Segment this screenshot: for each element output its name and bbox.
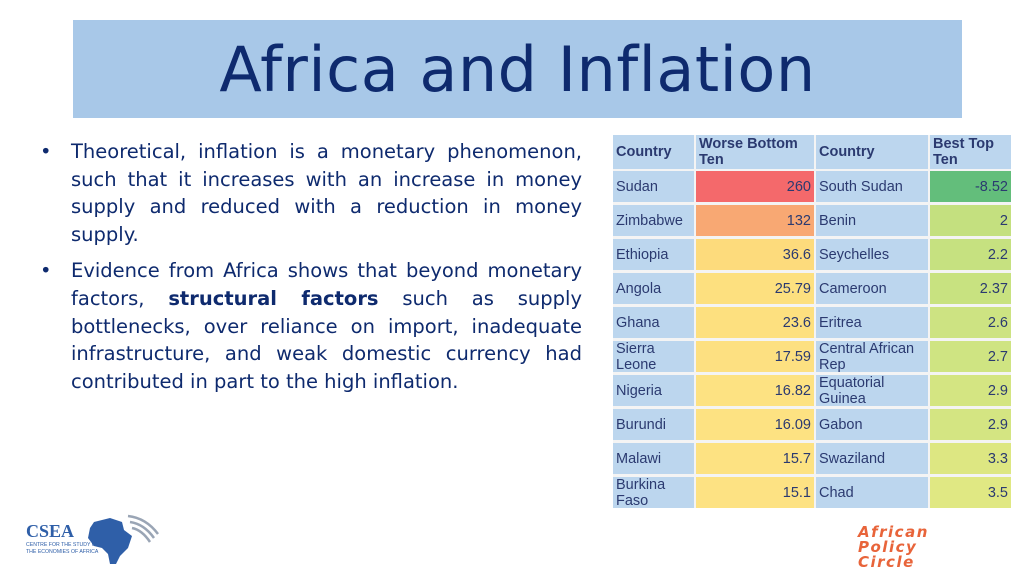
bullet-text-pre: Evidence from Africa shows that beyond m… xyxy=(71,259,582,310)
table-cell-country: Benin xyxy=(816,205,928,236)
table-cell-value: 16.82 xyxy=(696,375,814,406)
table-cell-value: 3.3 xyxy=(930,443,1011,474)
table-cell-country: South Sudan xyxy=(816,171,928,202)
table-header: Country xyxy=(816,135,928,169)
african-policy-circle-logo: African Policy Circle xyxy=(858,523,990,571)
inflation-table: Country Worse Bottom Ten Country Best Top T… xyxy=(613,135,1011,509)
table-cell-value: 2 xyxy=(930,205,1011,236)
bullet-marker: • xyxy=(40,259,52,283)
table-cell-value: 23.6 xyxy=(696,307,814,338)
table-cell-value: 2.9 xyxy=(930,375,1011,406)
table-cell-country: Sudan xyxy=(613,171,694,202)
africa-map-icon xyxy=(88,514,159,564)
table-cell-country: Burundi xyxy=(613,409,694,440)
table-cell-country: Equatorial Guinea xyxy=(816,375,928,407)
apc-line-2: Policy xyxy=(858,538,918,556)
title-band: Africa and Inflation xyxy=(73,20,962,118)
table-cell-value: 260 xyxy=(696,171,814,202)
table-cell-country: Swaziland xyxy=(816,443,928,474)
table-cell-value: 15.7 xyxy=(696,443,814,474)
bullet-text-bold: structural factors xyxy=(168,286,379,310)
table-cell-country: Seychelles xyxy=(816,239,928,270)
table-cell-country: Central African Rep xyxy=(816,341,928,373)
csea-tagline-2: THE ECONOMIES OF AFRICA xyxy=(26,549,99,555)
table-cell-value: 132 xyxy=(696,205,814,236)
table-cell-value: 17.59 xyxy=(696,341,814,372)
csea-name: CSEA xyxy=(26,521,74,541)
table-cell-value: 2.2 xyxy=(930,239,1011,270)
table-cell-value: 25.79 xyxy=(696,273,814,304)
bullet-marker: • xyxy=(40,140,52,163)
table-cell-value: 16.09 xyxy=(696,409,814,440)
table-header: Worse Bottom Ten xyxy=(696,135,814,169)
table-cell-value: -8.52 xyxy=(930,171,1011,202)
table-cell-value: 2.6 xyxy=(930,307,1011,338)
slide-title: Africa and Inflation xyxy=(219,32,816,106)
bullet-text: Theoretical, inflation is a monetary phe… xyxy=(71,140,582,246)
bullet-text-post: such as supply bottlenecks, over relianc… xyxy=(71,286,582,393)
table-cell-country: Ethiopia xyxy=(613,239,694,270)
table-cell-country: Nigeria xyxy=(613,375,694,406)
table-cell-value: 36.6 xyxy=(696,239,814,270)
table-cell-country: Ghana xyxy=(613,307,694,338)
table-cell-country: Sierra Leone xyxy=(613,341,694,373)
table-cell-value: 2.9 xyxy=(930,409,1011,440)
apc-line-3: Circle xyxy=(858,553,915,571)
bullet-item: • Evidence from Africa shows that beyond… xyxy=(40,257,582,395)
table-cell-value: 3.5 xyxy=(930,477,1011,508)
table-cell-country: Malawi xyxy=(613,443,694,474)
bullet-item: • Theoretical, inflation is a monetary p… xyxy=(40,138,582,248)
table-cell-country: Gabon xyxy=(816,409,928,440)
table-cell-country: Burkina Faso xyxy=(613,477,694,509)
bullet-list: • Theoretical, inflation is a monetary p… xyxy=(40,138,582,404)
table-cell-country: Angola xyxy=(613,273,694,304)
table-cell-country: Chad xyxy=(816,477,928,508)
csea-logo: CSEA CENTRE FOR THE STUDY OF THE ECONOMI… xyxy=(26,514,159,564)
table-cell-country: Eritrea xyxy=(816,307,928,338)
table-cell-country: Cameroon xyxy=(816,273,928,304)
csea-tagline-1: CENTRE FOR THE STUDY OF xyxy=(26,542,99,548)
table-header: Country xyxy=(613,135,694,169)
table-header: Best Top Ten xyxy=(930,135,1011,169)
table-cell-value: 2.7 xyxy=(930,341,1011,372)
table-cell-country: Zimbabwe xyxy=(613,205,694,236)
apc-line-1: African xyxy=(858,523,929,541)
table-cell-value: 2.37 xyxy=(930,273,1011,304)
table-cell-value: 15.1 xyxy=(696,477,814,508)
